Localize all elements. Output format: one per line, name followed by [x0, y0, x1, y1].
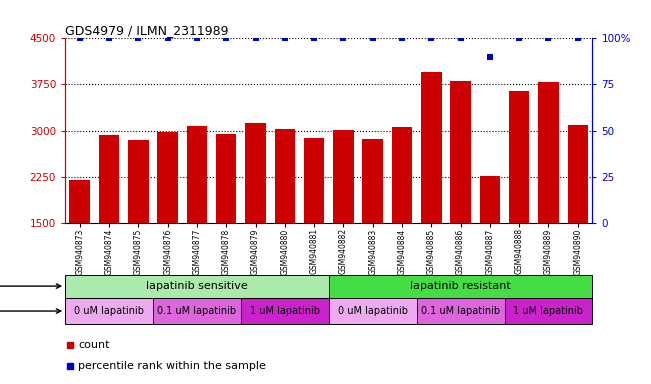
Bar — [158, 132, 178, 223]
Text: cell type: cell type — [0, 281, 61, 291]
Bar — [245, 123, 266, 223]
Text: count: count — [78, 339, 110, 350]
Bar — [329, 275, 592, 298]
Bar — [304, 138, 324, 223]
Bar — [538, 82, 559, 223]
Bar — [450, 81, 471, 223]
Bar — [70, 180, 90, 223]
Bar — [333, 130, 353, 223]
Text: 1 uM lapatinib: 1 uM lapatinib — [250, 306, 320, 316]
Bar — [241, 298, 329, 324]
Text: 0 uM lapatinib: 0 uM lapatinib — [338, 306, 408, 316]
Bar — [65, 275, 329, 298]
Bar — [187, 126, 207, 223]
Text: GDS4979 / ILMN_2311989: GDS4979 / ILMN_2311989 — [65, 24, 229, 37]
Text: percentile rank within the sample: percentile rank within the sample — [78, 361, 266, 371]
Bar — [363, 139, 383, 223]
Text: lapatinib sensitive: lapatinib sensitive — [146, 281, 248, 291]
Bar — [392, 127, 412, 223]
Text: dose: dose — [0, 306, 61, 316]
Bar — [128, 141, 148, 223]
Bar — [509, 91, 529, 223]
Bar — [480, 176, 500, 223]
Bar — [216, 134, 236, 223]
Text: 0 uM lapatinib: 0 uM lapatinib — [74, 306, 144, 316]
Bar — [421, 72, 441, 223]
Text: lapatinib resistant: lapatinib resistant — [410, 281, 511, 291]
Bar — [275, 129, 295, 223]
Bar — [505, 298, 592, 324]
Bar — [568, 125, 588, 223]
Text: 1 uM lapatinib: 1 uM lapatinib — [514, 306, 583, 316]
Bar — [153, 298, 241, 324]
Text: 0.1 uM lapatinib: 0.1 uM lapatinib — [158, 306, 236, 316]
Text: 0.1 uM lapatinib: 0.1 uM lapatinib — [421, 306, 500, 316]
Bar — [65, 298, 153, 324]
Bar — [417, 298, 505, 324]
Bar — [329, 298, 417, 324]
Bar — [99, 136, 119, 223]
